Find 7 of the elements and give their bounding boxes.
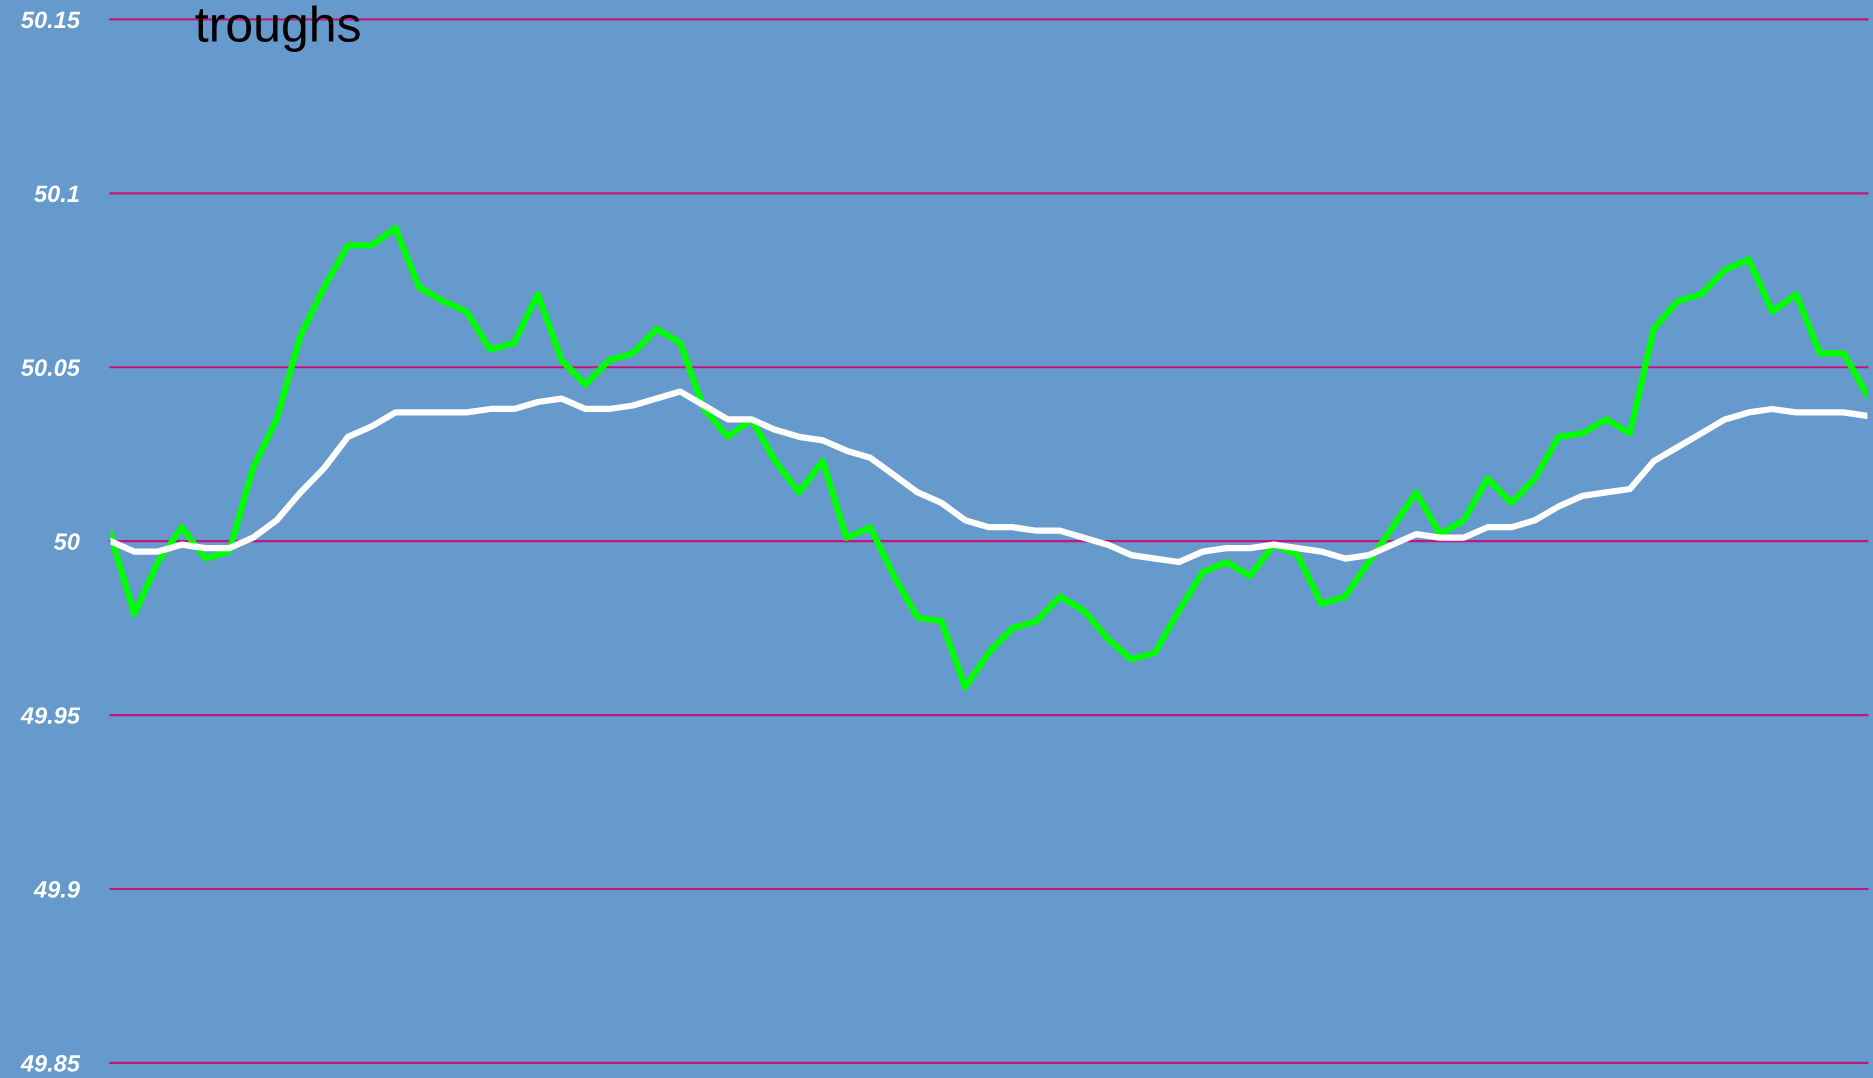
y-tick-label: 50.1 bbox=[34, 185, 79, 203]
y-tick-label: 50.05 bbox=[21, 359, 81, 377]
y-tick-label: 50.15 bbox=[21, 11, 81, 29]
y-tick-label: 50 bbox=[53, 533, 80, 550]
y-tick-label: 49.95 bbox=[20, 707, 81, 724]
y-tick-label: 49.85 bbox=[20, 1054, 81, 1072]
y-tick-label: 49.9 bbox=[33, 881, 80, 898]
